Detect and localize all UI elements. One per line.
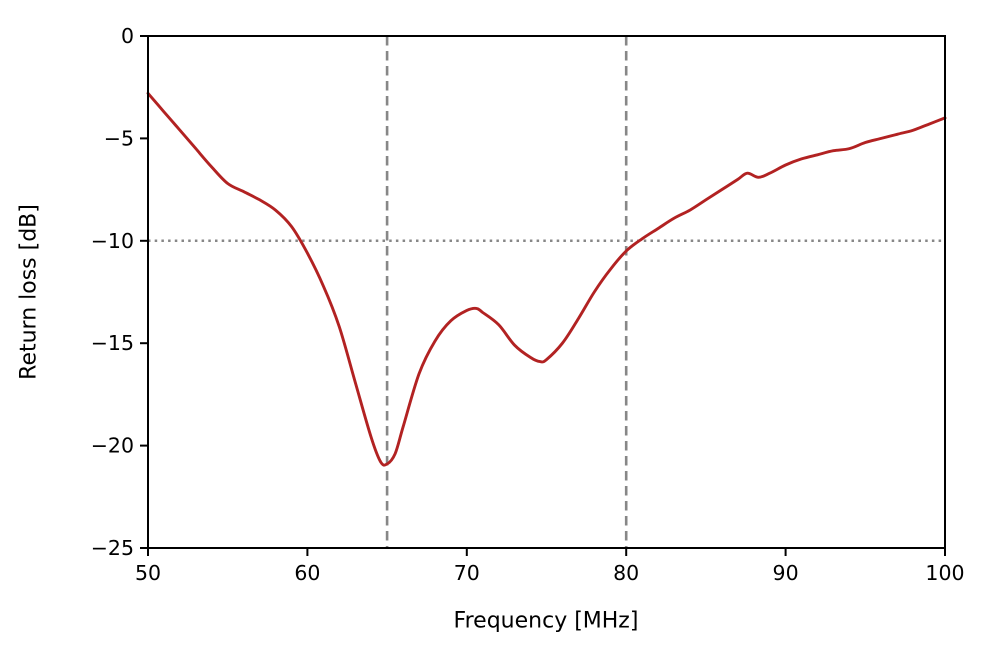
y-axis-ticks: 0 −5 −10 −15 −20 −25 — [91, 24, 148, 560]
x-tick-label: 60 — [294, 561, 320, 585]
plot-border — [147, 35, 946, 549]
x-tick-label: 50 — [135, 561, 161, 585]
x-tick-label: 100 — [925, 561, 964, 585]
return-loss-line — [146, 91, 947, 467]
x-tick-label: 90 — [773, 561, 799, 585]
y-axis-label: Return loss [dB] — [16, 204, 42, 380]
x-axis-label: Frequency [MHz] — [453, 608, 639, 634]
x-tick-label: 70 — [454, 561, 480, 585]
x-axis-ticks: 50 60 70 80 90 100 — [135, 548, 965, 585]
reference-lines — [148, 36, 945, 548]
y-tick-label: −15 — [91, 331, 134, 355]
x-tick-label: 80 — [613, 561, 639, 585]
y-tick-label: −10 — [91, 229, 134, 253]
y-tick-label: 0 — [121, 24, 134, 48]
y-tick-label: −25 — [91, 536, 134, 560]
y-tick-label: −20 — [91, 434, 134, 458]
y-tick-label: −5 — [104, 126, 134, 150]
